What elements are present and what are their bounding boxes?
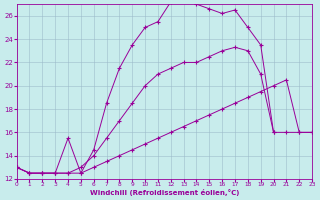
X-axis label: Windchill (Refroidissement éolien,°C): Windchill (Refroidissement éolien,°C)	[90, 189, 239, 196]
